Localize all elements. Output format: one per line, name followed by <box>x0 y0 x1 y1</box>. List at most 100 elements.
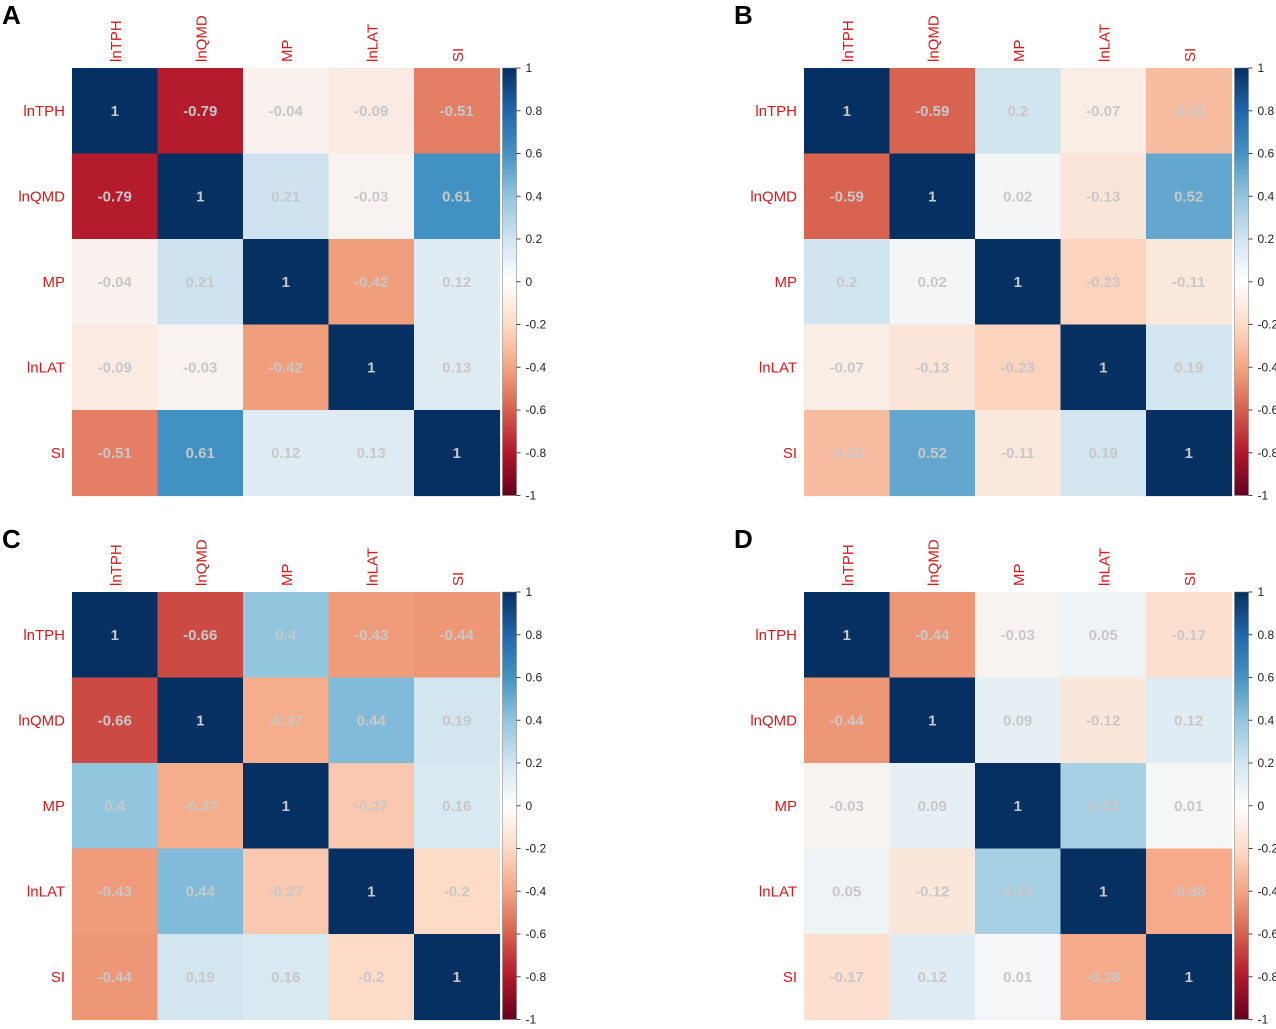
cell-value: -0.66 <box>98 712 132 729</box>
cell-value: 0.2 <box>1007 103 1028 120</box>
cell-value: 0.19 <box>1174 359 1203 376</box>
heatmap-cell <box>328 934 415 1021</box>
heatmap-cell <box>1146 934 1233 1021</box>
cell-value: 1 <box>1014 274 1022 291</box>
heatmap-cell <box>889 848 976 935</box>
cell-value: -0.59 <box>915 103 949 120</box>
cell-value: 1 <box>1185 445 1193 462</box>
column-label: lnTPH <box>108 20 125 62</box>
column-label: lnLAT <box>1096 548 1113 586</box>
heatmap-cell <box>72 934 159 1021</box>
colorbar-tick-label: 1 <box>1258 585 1265 599</box>
heatmap-cell <box>804 239 891 326</box>
heatmap-cell <box>414 848 501 935</box>
colorbar-tick-label: -0.4 <box>1258 884 1276 898</box>
row-label: lnTPH <box>23 627 65 644</box>
colorbar-tick-label: -0.6 <box>526 927 547 941</box>
heatmap-cell <box>328 153 415 240</box>
colorbar-tick-label: 0.4 <box>1258 189 1275 203</box>
heatmap-cell <box>243 68 330 155</box>
cell-value: 0.12 <box>442 274 471 291</box>
colorbar-tick-label: 0 <box>526 799 533 813</box>
heatmap-cell <box>804 592 891 679</box>
cell-value: 0.44 <box>357 712 387 729</box>
colorbar-tick-label: -1 <box>526 489 537 503</box>
colorbar-tick-label: -0.6 <box>1258 403 1276 417</box>
heatmap-cell <box>804 324 891 411</box>
row-label: MP <box>775 798 798 815</box>
cell-value: -0.17 <box>830 969 864 986</box>
heatmap-cell <box>1146 153 1233 240</box>
heatmap-cell <box>1060 677 1147 764</box>
cell-value: -0.79 <box>183 103 217 120</box>
cell-value: 1 <box>453 445 461 462</box>
cell-value: -0.03 <box>354 188 388 205</box>
heatmap-cell <box>72 410 159 497</box>
cell-value: 1 <box>282 798 290 815</box>
heatmap-cell <box>414 153 501 240</box>
cell-value: -0.04 <box>98 274 133 291</box>
heatmap-cell <box>804 153 891 240</box>
cell-value: 0.12 <box>1174 712 1203 729</box>
colorbar-tick-label: -0.2 <box>526 318 547 332</box>
column-label: lnLAT <box>364 24 381 62</box>
heatmap-cell <box>414 934 501 1021</box>
heatmap-cell <box>157 410 244 497</box>
cell-value: 1 <box>1185 969 1193 986</box>
heatmap-cell <box>72 677 159 764</box>
cell-value: 0.33 <box>1003 883 1032 900</box>
heatmap-cell <box>1146 848 1233 935</box>
cell-value: 1 <box>843 627 851 644</box>
cell-value: 0.02 <box>918 274 947 291</box>
row-label: lnTPH <box>755 627 797 644</box>
cell-value: 1 <box>111 103 119 120</box>
cell-value: 1 <box>367 359 375 376</box>
heatmap-cell <box>1146 592 1233 679</box>
cell-value: 1 <box>1099 883 1107 900</box>
cell-value: -0.13 <box>1086 188 1120 205</box>
row-label: SI <box>51 969 65 986</box>
cell-value: -0.03 <box>183 359 217 376</box>
cell-value: 0.19 <box>442 712 471 729</box>
heatmap-cell <box>157 324 244 411</box>
heatmap-cell <box>157 677 244 764</box>
column-label: lnTPH <box>840 20 857 62</box>
heatmap-cell <box>72 68 159 155</box>
heatmap-cell <box>1146 410 1233 497</box>
colorbar-tick-label: -0.8 <box>526 970 547 984</box>
cell-value: 0.01 <box>1174 798 1203 815</box>
colorbar-tick-label: -0.2 <box>526 842 547 856</box>
cell-value: -0.03 <box>1001 627 1035 644</box>
colorbar-tick-label: -0.2 <box>1258 318 1276 332</box>
cell-value: 0.52 <box>918 445 947 462</box>
heatmap-cell <box>328 592 415 679</box>
heatmap-cell <box>975 239 1062 326</box>
cell-value: -0.27 <box>354 798 388 815</box>
heatmap-cell <box>889 677 976 764</box>
row-label: lnTPH <box>755 103 797 120</box>
cell-value: 1 <box>843 103 851 120</box>
panel-label: C <box>2 524 21 554</box>
heatmap-cell <box>1060 934 1147 1021</box>
row-label: lnLAT <box>27 883 65 900</box>
cell-value: -0.37 <box>269 712 303 729</box>
column-label: lnTPH <box>108 544 125 586</box>
cell-value: 1 <box>1099 359 1107 376</box>
colorbar-tick-label: 0.2 <box>526 756 543 770</box>
heatmap-cell <box>157 153 244 240</box>
colorbar-tick-label: -0.8 <box>1258 446 1276 460</box>
cell-value: -0.2 <box>358 969 384 986</box>
heatmap-cell <box>243 848 330 935</box>
column-label: MP <box>1011 40 1028 63</box>
cell-value: 0.19 <box>1089 445 1118 462</box>
cell-value: 0.4 <box>104 798 126 815</box>
heatmap-cell <box>889 934 976 1021</box>
cell-value: 0.16 <box>442 798 471 815</box>
heatmap-cell <box>72 763 159 850</box>
panel-label: D <box>734 524 753 554</box>
cell-value: 0.61 <box>186 445 215 462</box>
colorbar-tick-label: -1 <box>1258 489 1269 503</box>
cell-value: 0.52 <box>1174 188 1203 205</box>
